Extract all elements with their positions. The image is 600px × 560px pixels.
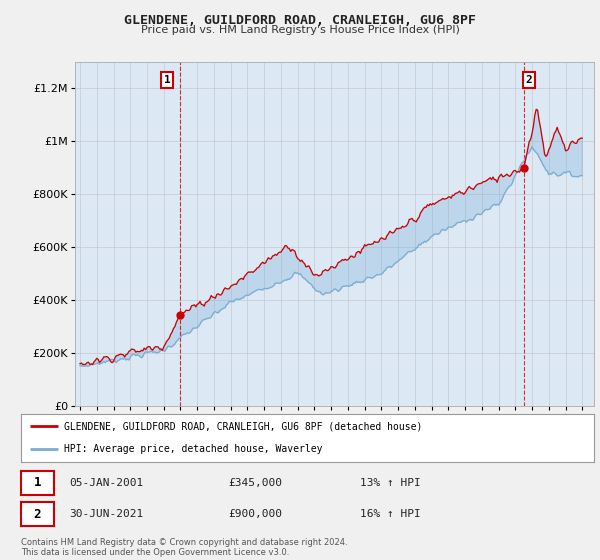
Text: 30-JUN-2021: 30-JUN-2021 — [69, 509, 143, 519]
Text: £345,000: £345,000 — [228, 478, 282, 488]
Text: 1: 1 — [164, 75, 170, 85]
Text: GLENDENE, GUILDFORD ROAD, CRANLEIGH, GU6 8PF (detached house): GLENDENE, GUILDFORD ROAD, CRANLEIGH, GU6… — [64, 421, 422, 431]
Text: Contains HM Land Registry data © Crown copyright and database right 2024.
This d: Contains HM Land Registry data © Crown c… — [21, 538, 347, 557]
Text: 2: 2 — [526, 75, 532, 85]
Text: GLENDENE, GUILDFORD ROAD, CRANLEIGH, GU6 8PF: GLENDENE, GUILDFORD ROAD, CRANLEIGH, GU6… — [124, 14, 476, 27]
Text: 1: 1 — [34, 476, 41, 489]
Text: 05-JAN-2001: 05-JAN-2001 — [69, 478, 143, 488]
Text: 13% ↑ HPI: 13% ↑ HPI — [360, 478, 421, 488]
Text: HPI: Average price, detached house, Waverley: HPI: Average price, detached house, Wave… — [64, 444, 322, 454]
Text: £900,000: £900,000 — [228, 509, 282, 519]
Text: Price paid vs. HM Land Registry's House Price Index (HPI): Price paid vs. HM Land Registry's House … — [140, 25, 460, 35]
Text: 2: 2 — [34, 507, 41, 521]
Text: 16% ↑ HPI: 16% ↑ HPI — [360, 509, 421, 519]
